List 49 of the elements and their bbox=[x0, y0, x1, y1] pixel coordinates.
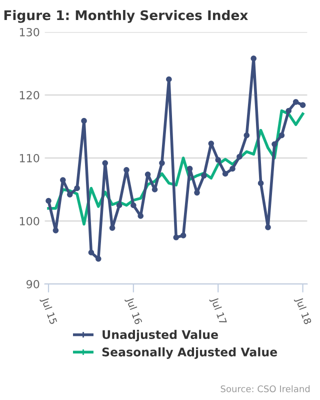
point bbox=[138, 213, 144, 219]
point bbox=[144, 171, 151, 178]
point bbox=[95, 256, 102, 262]
point bbox=[286, 108, 292, 114]
point bbox=[208, 140, 214, 146]
point bbox=[215, 156, 222, 163]
point bbox=[272, 141, 278, 148]
point bbox=[46, 198, 52, 204]
x-tick-label: Jul 15 bbox=[40, 296, 58, 326]
point bbox=[265, 224, 271, 230]
x-tick-label: Jul 17 bbox=[209, 296, 228, 326]
point bbox=[52, 228, 59, 234]
point bbox=[159, 160, 165, 166]
y-tick-label: 90 bbox=[26, 280, 40, 288]
point bbox=[81, 118, 87, 124]
chart-title: Figure 1: Monthly Services Index bbox=[4, 10, 248, 23]
point bbox=[109, 225, 116, 231]
point bbox=[258, 180, 264, 186]
point bbox=[250, 56, 257, 62]
point bbox=[201, 172, 207, 179]
legend-label: Unadjusted Value bbox=[102, 330, 218, 342]
point bbox=[74, 185, 80, 192]
y-tick-label: 100 bbox=[20, 216, 40, 226]
point bbox=[173, 234, 180, 240]
y-tick-label: 130 bbox=[20, 28, 40, 36]
point bbox=[180, 232, 186, 238]
source-note: Source: CSO Ireland bbox=[220, 385, 310, 392]
point bbox=[244, 132, 250, 138]
x-tick-label: Jul 16 bbox=[124, 296, 143, 326]
point bbox=[116, 202, 122, 208]
point bbox=[152, 186, 158, 192]
point bbox=[278, 132, 285, 138]
point bbox=[60, 177, 66, 183]
y-tick-label: 120 bbox=[20, 90, 40, 100]
point bbox=[166, 76, 172, 82]
point bbox=[130, 202, 136, 208]
point bbox=[222, 170, 228, 177]
point bbox=[124, 167, 130, 173]
point bbox=[292, 99, 299, 105]
point bbox=[236, 154, 242, 160]
point bbox=[230, 166, 236, 172]
point bbox=[88, 250, 94, 256]
x-tick-label: Jul 18 bbox=[294, 296, 312, 326]
point bbox=[102, 160, 108, 166]
point bbox=[186, 166, 193, 172]
point bbox=[66, 192, 73, 198]
point bbox=[300, 102, 306, 108]
y-tick-label: 110 bbox=[20, 154, 40, 162]
legend-label: Seasonally Adjusted Value bbox=[102, 347, 278, 359]
